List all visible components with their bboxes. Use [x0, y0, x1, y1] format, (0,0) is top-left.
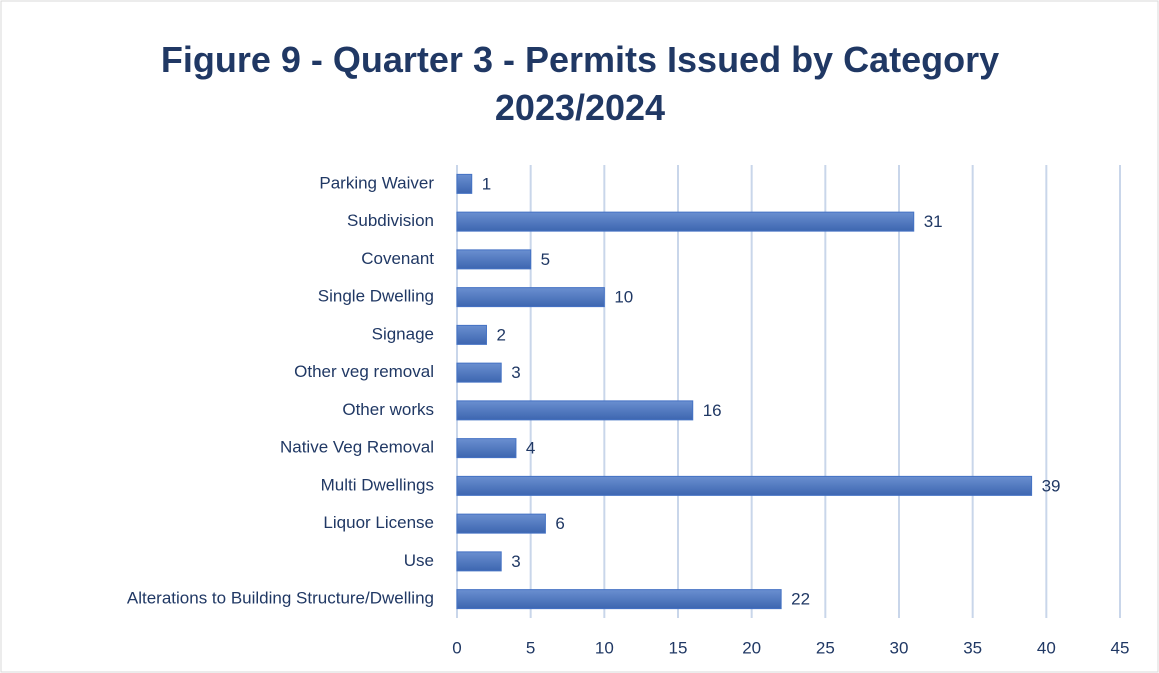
bar: [456, 400, 694, 421]
x-tick-label: 5: [526, 638, 535, 657]
bar: [456, 211, 915, 232]
y-tick-label: Alterations to Building Structure/Dwelli…: [127, 589, 434, 608]
bar: [456, 589, 782, 610]
y-tick-label: Single Dwelling: [318, 287, 434, 306]
y-tick-label: Use: [404, 551, 434, 570]
x-tick-label: 30: [890, 638, 909, 657]
x-tick-label: 25: [816, 638, 835, 657]
bar: [456, 551, 502, 572]
y-tick-label: Signage: [372, 324, 434, 343]
y-tick-label: Other veg removal: [294, 362, 434, 381]
bar: [456, 173, 473, 194]
bar: [456, 438, 517, 459]
data-label: 4: [526, 439, 535, 458]
x-tick-label: 35: [963, 638, 982, 657]
y-tick-label: Parking Waiver: [319, 173, 434, 192]
y-tick-label: Liquor License: [323, 513, 434, 532]
data-label: 31: [924, 212, 943, 231]
x-tick-label: 0: [452, 638, 461, 657]
data-label: 1: [482, 174, 491, 193]
data-label: 3: [511, 363, 520, 382]
y-tick-label: Other works: [342, 400, 434, 419]
x-tick-label: 20: [742, 638, 761, 657]
data-label: 16: [703, 401, 722, 420]
bar: [456, 362, 502, 383]
x-tick-label: 45: [1111, 638, 1130, 657]
x-tick-label: 15: [669, 638, 688, 657]
data-label: 5: [541, 250, 550, 269]
data-label: 6: [555, 514, 564, 533]
chart-title: Figure 9 - Quarter 3 - Permits Issued by…: [160, 39, 1000, 128]
y-tick-label: Covenant: [361, 249, 434, 268]
bar: [456, 513, 546, 534]
bar: [456, 249, 532, 270]
data-label: 39: [1042, 476, 1061, 495]
y-tick-label: Native Veg Removal: [280, 438, 434, 457]
data-label: 2: [496, 325, 505, 344]
x-tick-label: 40: [1037, 638, 1056, 657]
data-label: 22: [791, 590, 810, 609]
bar: [456, 475, 1033, 496]
x-tick-label: 10: [595, 638, 614, 657]
data-label: 10: [614, 288, 633, 307]
y-tick-label: Subdivision: [347, 211, 434, 230]
bar: [456, 287, 605, 308]
data-label: 3: [511, 552, 520, 571]
y-tick-label: Multi Dwellings: [321, 475, 434, 494]
bar: [456, 324, 487, 345]
